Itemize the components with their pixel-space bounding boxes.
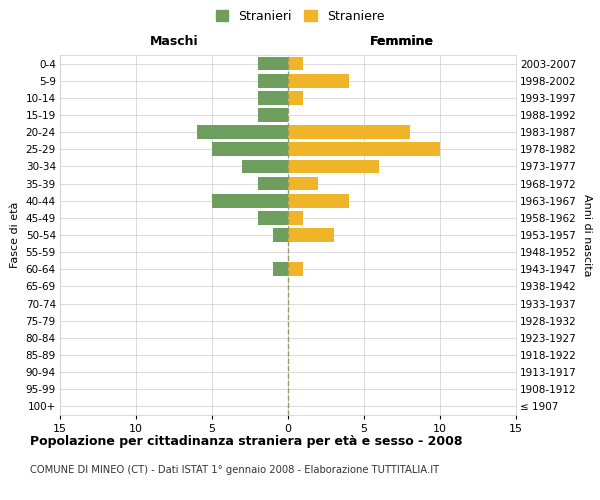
- Bar: [197, 126, 288, 139]
- Bar: [257, 211, 288, 224]
- Bar: [273, 262, 288, 276]
- Y-axis label: Fasce di età: Fasce di età: [10, 202, 20, 268]
- Bar: [242, 160, 288, 173]
- Text: Femmine: Femmine: [370, 35, 434, 48]
- Bar: [288, 56, 303, 70]
- Bar: [288, 228, 334, 242]
- Bar: [212, 142, 288, 156]
- Text: Popolazione per cittadinanza straniera per età e sesso - 2008: Popolazione per cittadinanza straniera p…: [30, 435, 463, 448]
- Legend: Stranieri, Straniere: Stranieri, Straniere: [212, 6, 388, 26]
- Bar: [288, 262, 303, 276]
- Bar: [273, 228, 288, 242]
- Bar: [257, 176, 288, 190]
- Bar: [288, 91, 303, 104]
- Bar: [257, 74, 288, 88]
- Bar: [212, 194, 288, 207]
- Bar: [288, 160, 379, 173]
- Bar: [257, 56, 288, 70]
- Bar: [288, 176, 319, 190]
- Bar: [288, 126, 410, 139]
- Text: Femmine: Femmine: [370, 35, 434, 48]
- Bar: [288, 142, 440, 156]
- Y-axis label: Anni di nascita: Anni di nascita: [583, 194, 592, 276]
- Bar: [288, 194, 349, 207]
- Bar: [288, 74, 349, 88]
- Text: COMUNE DI MINEO (CT) - Dati ISTAT 1° gennaio 2008 - Elaborazione TUTTITALIA.IT: COMUNE DI MINEO (CT) - Dati ISTAT 1° gen…: [30, 465, 439, 475]
- Bar: [257, 108, 288, 122]
- Text: Maschi: Maschi: [149, 35, 199, 48]
- Bar: [288, 211, 303, 224]
- Bar: [257, 91, 288, 104]
